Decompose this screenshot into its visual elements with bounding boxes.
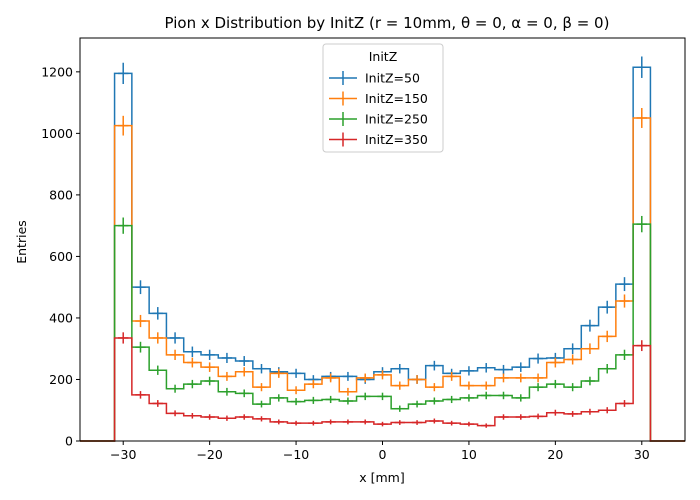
y-tick-label: 800 [49,187,73,202]
legend-label: InitZ=50 [365,71,420,86]
x-tick-label: 20 [547,447,563,462]
legend-label: InitZ=150 [365,91,428,106]
legend-title: InitZ [369,49,398,64]
y-axis-label: Entries [14,220,29,264]
y-tick-label: 200 [49,372,73,387]
series-2 [80,108,685,442]
x-axis-label: x [mm] [359,470,404,485]
series-step-line [80,337,685,442]
y-tick-label: 0 [65,434,73,449]
x-tick-label: 30 [634,447,650,462]
x-tick-label: −30 [110,447,136,462]
x-tick-label: 10 [461,447,477,462]
legend: InitZ InitZ=50 InitZ=150 InitZ=250 InitZ=350 [322,43,444,153]
series-3 [80,215,685,442]
y-axis: 0 200 400 600 800 1000 1200 [41,64,80,449]
y-tick-label: 1000 [41,126,73,141]
x-tick-label: −10 [283,447,309,462]
x-tick-label: 0 [379,447,387,462]
series-step-line [80,223,685,442]
legend-entry: InitZ=350 [329,132,428,147]
chart-title: Pion x Distribution by InitZ (r = 10mm, … [165,14,610,32]
legend-entry: InitZ=150 [329,91,428,106]
y-tick-label: 1200 [41,64,73,79]
series-step-line [80,117,685,442]
y-tick-label: 400 [49,310,73,325]
y-tick-label: 600 [49,249,73,264]
legend-label: InitZ=350 [365,132,428,147]
x-tick-label: −20 [196,447,222,462]
legend-box [322,43,444,153]
series-1 [80,56,685,442]
x-axis: −30 −20 −10 0 10 20 30 [110,441,650,462]
legend-label: InitZ=250 [365,112,428,127]
legend-entry: InitZ=250 [329,112,428,127]
plot-area [80,56,685,442]
legend-entry: InitZ=50 [329,71,420,86]
series-4 [80,332,685,442]
